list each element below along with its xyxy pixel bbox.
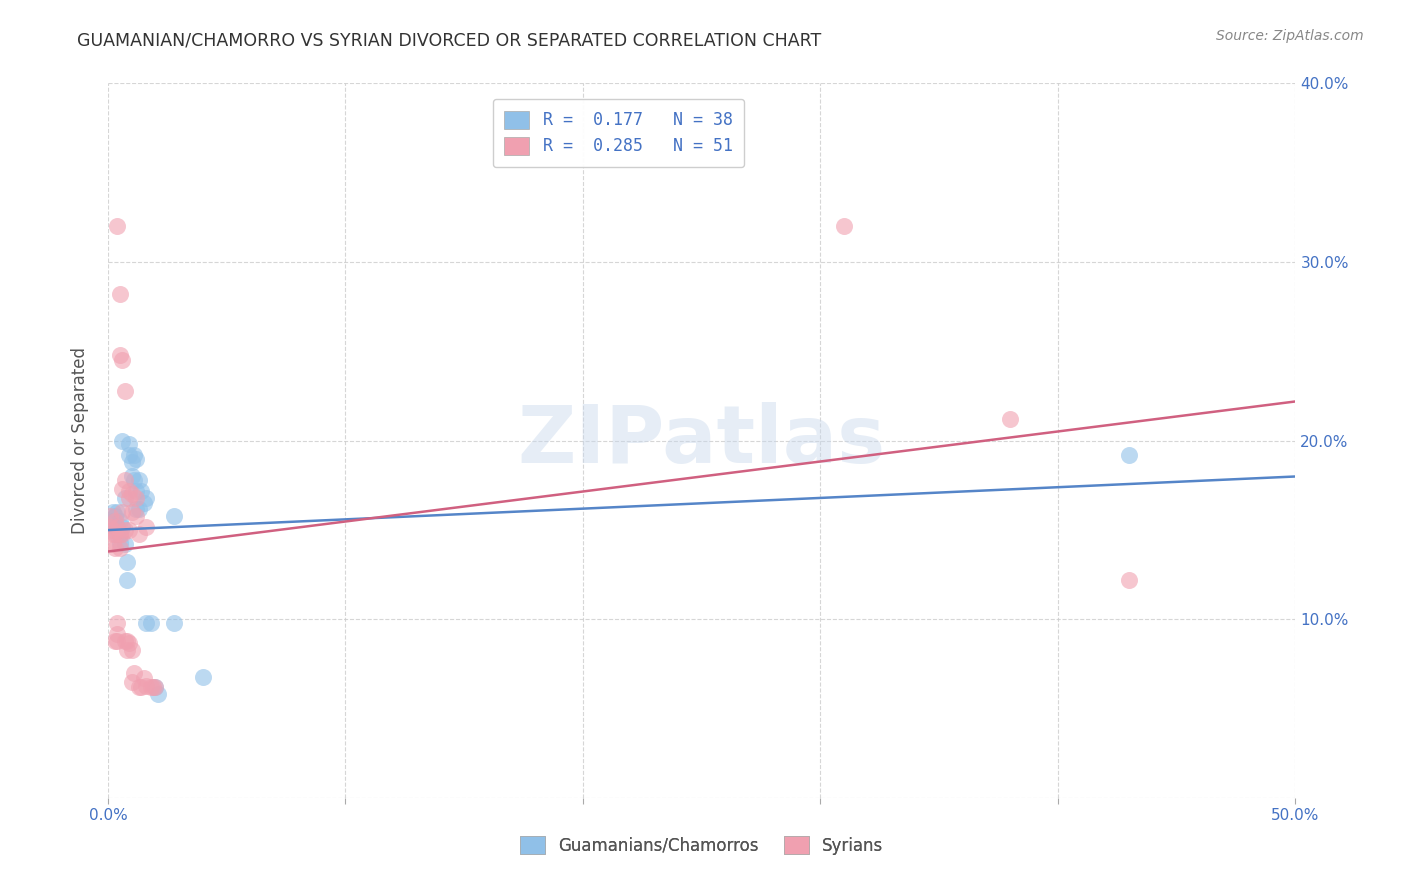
Point bbox=[108, 526, 131, 541]
Point bbox=[832, 219, 855, 234]
Point bbox=[163, 615, 186, 630]
Point bbox=[125, 501, 148, 516]
Point bbox=[163, 508, 186, 523]
Point bbox=[107, 526, 129, 541]
Point bbox=[107, 626, 129, 640]
Point bbox=[115, 642, 138, 657]
Point bbox=[108, 541, 131, 555]
Point bbox=[101, 523, 124, 537]
Point bbox=[122, 448, 145, 462]
Point bbox=[121, 469, 143, 483]
Point bbox=[114, 633, 136, 648]
Point bbox=[114, 537, 136, 551]
Point bbox=[101, 505, 124, 519]
Point bbox=[1118, 448, 1140, 462]
Text: Source: ZipAtlas.com: Source: ZipAtlas.com bbox=[1216, 29, 1364, 43]
Point bbox=[121, 675, 143, 690]
Point bbox=[129, 681, 152, 695]
Point bbox=[101, 537, 124, 551]
Point bbox=[104, 526, 127, 541]
Point bbox=[135, 679, 157, 693]
Point bbox=[139, 615, 162, 630]
Point bbox=[1000, 412, 1022, 426]
Point bbox=[114, 523, 136, 537]
Point bbox=[107, 633, 129, 648]
Text: ZIPatlas: ZIPatlas bbox=[517, 401, 886, 480]
Point bbox=[111, 519, 134, 533]
Point bbox=[129, 483, 152, 498]
Point bbox=[121, 487, 143, 501]
Point bbox=[114, 384, 136, 398]
Point bbox=[122, 473, 145, 487]
Point bbox=[145, 681, 167, 695]
Point bbox=[132, 671, 155, 685]
Point bbox=[108, 514, 131, 528]
Point bbox=[115, 633, 138, 648]
Point bbox=[101, 526, 124, 541]
Point bbox=[118, 448, 141, 462]
Point bbox=[132, 496, 155, 510]
Point bbox=[114, 491, 136, 505]
Point bbox=[1118, 573, 1140, 587]
Point bbox=[111, 353, 134, 368]
Point bbox=[107, 505, 129, 519]
Point bbox=[107, 519, 129, 533]
Point bbox=[115, 555, 138, 569]
Point bbox=[125, 451, 148, 466]
Y-axis label: Divorced or Separated: Divorced or Separated bbox=[72, 347, 89, 534]
Point bbox=[135, 519, 157, 533]
Point bbox=[115, 573, 138, 587]
Point bbox=[118, 491, 141, 505]
Point bbox=[139, 681, 162, 695]
Point bbox=[121, 642, 143, 657]
Point bbox=[111, 526, 134, 541]
Point bbox=[122, 665, 145, 680]
Point bbox=[121, 455, 143, 469]
Point bbox=[118, 483, 141, 498]
Point bbox=[104, 519, 127, 533]
Point bbox=[146, 688, 169, 702]
Point bbox=[145, 681, 167, 695]
Text: GUAMANIAN/CHAMORRO VS SYRIAN DIVORCED OR SEPARATED CORRELATION CHART: GUAMANIAN/CHAMORRO VS SYRIAN DIVORCED OR… bbox=[77, 31, 821, 49]
Point bbox=[108, 526, 131, 541]
Point bbox=[128, 681, 150, 695]
Point bbox=[114, 473, 136, 487]
Point bbox=[104, 514, 127, 528]
Point bbox=[135, 491, 157, 505]
Point bbox=[111, 482, 134, 496]
Point bbox=[107, 219, 129, 234]
Point bbox=[111, 434, 134, 448]
Legend: Guamanians/Chamorros, Syrians: Guamanians/Chamorros, Syrians bbox=[513, 830, 890, 861]
Point bbox=[111, 505, 134, 519]
Point bbox=[104, 633, 127, 648]
Point bbox=[125, 491, 148, 505]
Point bbox=[142, 681, 165, 695]
Point bbox=[128, 526, 150, 541]
Point bbox=[108, 287, 131, 301]
Point bbox=[128, 501, 150, 516]
Point bbox=[108, 348, 131, 362]
Point bbox=[107, 519, 129, 533]
Point bbox=[135, 615, 157, 630]
Point bbox=[125, 483, 148, 498]
Point bbox=[118, 523, 141, 537]
Point bbox=[125, 508, 148, 523]
Point bbox=[121, 505, 143, 519]
Point bbox=[118, 635, 141, 649]
Point bbox=[104, 508, 127, 523]
Point bbox=[118, 437, 141, 451]
Point bbox=[191, 669, 214, 683]
Point bbox=[108, 535, 131, 549]
Point bbox=[98, 508, 121, 523]
Point bbox=[101, 514, 124, 528]
Point bbox=[107, 615, 129, 630]
Point bbox=[104, 541, 127, 555]
Point bbox=[128, 473, 150, 487]
Point bbox=[98, 519, 121, 533]
